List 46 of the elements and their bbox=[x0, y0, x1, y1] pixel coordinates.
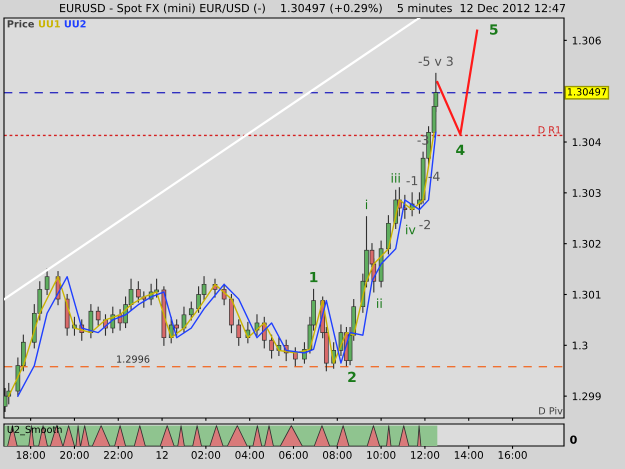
annotation: 2 bbox=[348, 372, 356, 382]
annotation: iii bbox=[392, 173, 400, 183]
text: Price bbox=[8, 20, 34, 28]
annotation: -2 bbox=[419, 220, 430, 230]
x-tick-label: 04:00 bbox=[235, 451, 264, 459]
x-tick-label: 02:00 bbox=[192, 451, 220, 459]
y-tick-label: 1.302 bbox=[572, 240, 600, 248]
ref-line-label: 1.2996 bbox=[117, 355, 150, 363]
x-tick-label: 10:00 bbox=[367, 451, 396, 459]
x-tick-label: 14:00 bbox=[454, 451, 484, 459]
candlestick bbox=[236, 319, 242, 346]
x-tick-label: 12:00 bbox=[411, 451, 440, 459]
text: UU2 bbox=[64, 20, 86, 28]
annotation: -1 bbox=[406, 176, 418, 186]
y-tick-label: 1.299 bbox=[572, 392, 601, 400]
annotation: D Piv bbox=[539, 406, 563, 414]
y-tick-label: 1.3 bbox=[572, 342, 588, 350]
x-tick-label: 20:00 bbox=[60, 451, 89, 459]
chart-title: EURUSD - Spot FX (mini) EUR/USD (-) 1.30497 (+0.29%) 5 minutes 12 Dec 2012 12:47 bbox=[60, 4, 566, 14]
annotation: 4 bbox=[456, 144, 465, 155]
y-tick-label: 1.304 bbox=[572, 138, 601, 146]
annotation: iv bbox=[406, 224, 416, 234]
candlestick bbox=[96, 306, 101, 326]
candlestick bbox=[182, 306, 186, 334]
x-tick-label: 12 bbox=[156, 451, 168, 459]
text: 0 bbox=[570, 435, 577, 444]
ref-line-label: D R1 bbox=[538, 126, 560, 134]
annotation: i bbox=[366, 200, 368, 210]
x-tick-label: 08:00 bbox=[322, 451, 352, 459]
candlestick bbox=[188, 302, 194, 320]
y-tick-label: 1.301 bbox=[572, 290, 600, 299]
x-tick-label: 22:00 bbox=[104, 451, 133, 459]
x-tick-label: 18:00 bbox=[16, 451, 45, 459]
annotation: -5 v 3 bbox=[418, 56, 453, 66]
annotation: ii bbox=[377, 298, 382, 308]
x-tick-label: 06:00 bbox=[279, 451, 308, 459]
y-tick-label: 1.303 bbox=[572, 189, 601, 197]
x-tick-label: 16:00 bbox=[498, 451, 527, 459]
annotation: 1 bbox=[310, 272, 318, 282]
y-tick-label: 1.306 bbox=[572, 36, 601, 44]
ref-line-label: 1.30497 bbox=[568, 88, 606, 96]
annotation: 5 bbox=[490, 24, 498, 35]
text: UU1 bbox=[38, 20, 60, 28]
candlestick bbox=[269, 334, 274, 359]
candlestick bbox=[254, 314, 260, 336]
candlestick bbox=[44, 268, 50, 296]
